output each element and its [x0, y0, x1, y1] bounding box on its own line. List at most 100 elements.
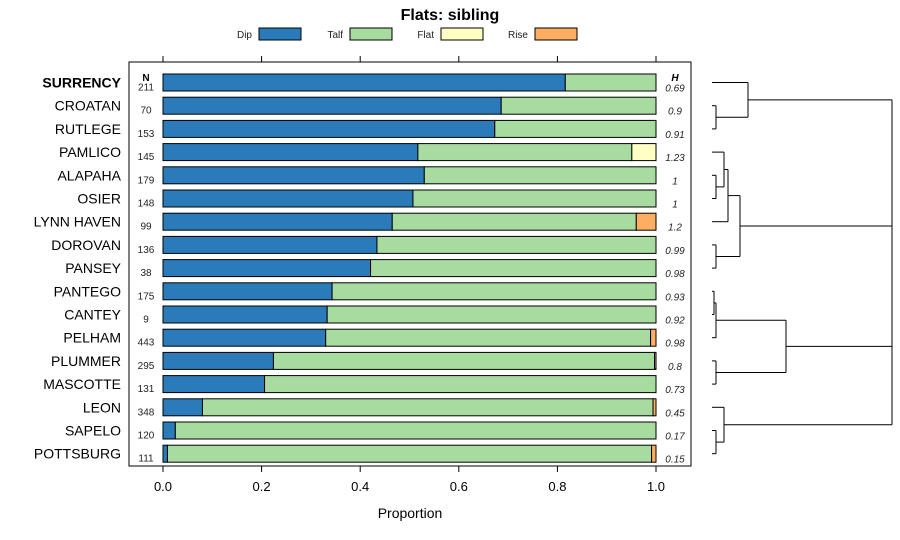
n-value: 153 [138, 129, 155, 140]
bar-segment-dip [162, 259, 372, 278]
bar-row: MASCOTTE 131 0.73 [43, 375, 685, 396]
row-label: CROATAN [55, 98, 121, 114]
bar-segment-rise [650, 328, 657, 347]
plot-panel [128, 61, 692, 467]
bar-segment-dip [162, 189, 414, 208]
h-value: 0.15 [665, 455, 685, 466]
bar-segment-dip [162, 212, 393, 231]
bar-segment-talf [326, 305, 657, 324]
bar-segment-talf [417, 143, 633, 162]
x-tick-label: 1.0 [647, 479, 665, 494]
row-label: SAPELO [65, 423, 121, 439]
row-label: LYNN HAVEN [34, 214, 121, 230]
n-column-header: N [142, 73, 149, 84]
h-value: 0.69 [665, 84, 685, 95]
legend-label: Rise [508, 30, 528, 41]
row-label: MASCOTTE [43, 376, 121, 392]
n-value: 145 [138, 152, 155, 163]
n-value: 38 [140, 268, 152, 279]
row-label: CANTEY [64, 307, 121, 323]
n-value: 179 [138, 175, 155, 186]
bar-segment-flat [631, 143, 657, 162]
bar-row: PANTEGO 175 0.93 [54, 282, 685, 303]
legend-label: Talf [327, 30, 343, 41]
n-value: 348 [138, 407, 155, 418]
bar-segment-talf [174, 421, 657, 440]
h-value: 0.98 [665, 269, 685, 280]
row-label: OSIER [77, 191, 121, 207]
bar-segment-dip [162, 421, 176, 440]
x-axis: 0.0 0.2 0.4 0.6 0.8 1.0 [154, 56, 665, 494]
n-value: 111 [138, 454, 154, 465]
bar-segment-dip [162, 282, 333, 301]
row-label: PELHAM [63, 330, 121, 346]
row-label: RUTLEGE [55, 121, 121, 137]
bar-segment-talf [264, 375, 657, 394]
bar-row: SAPELO 120 0.17 [65, 421, 685, 443]
x-tick-label: 0.8 [548, 479, 566, 494]
row-label: SURRENCY [42, 75, 121, 91]
x-tick-label: 0.0 [154, 479, 172, 494]
x-tick-label: 0.6 [450, 479, 468, 494]
bar-row: OSIER 148 1 [77, 189, 678, 211]
bar-segment-talf [412, 189, 657, 208]
n-value: 9 [143, 315, 149, 326]
h-value: 1.2 [668, 223, 682, 234]
x-axis-title: Proportion [378, 505, 443, 521]
bar-segment-rise [635, 212, 657, 231]
bar-segment-talf [494, 119, 657, 138]
bar-segment-dip [162, 119, 496, 138]
bar-segment-talf [564, 73, 657, 92]
bar-segment-dip [162, 166, 425, 185]
bar-row: POTTSBURG 111 0.15 [34, 444, 685, 466]
bar-segment-dip [162, 96, 502, 115]
bar-segment-dip [162, 351, 274, 370]
chart-title: Flats: sibling [401, 7, 500, 24]
h-value: 0.8 [668, 362, 682, 373]
bar-segment-dip [162, 398, 203, 417]
h-value: 0.99 [665, 246, 685, 257]
bar-segment-dip [162, 143, 419, 162]
legend-swatch [258, 27, 302, 41]
bar-segment-talf [272, 351, 656, 370]
bar-row: PAMLICO 145 1.23 [59, 143, 685, 164]
bar-segment-rise [651, 444, 657, 463]
bar-row: ALAPAHA 179 1 [57, 166, 678, 187]
bar-row: PELHAM 443 0.98 [63, 328, 685, 350]
h-value: 0.9 [668, 107, 682, 118]
legend-swatch [534, 27, 578, 41]
n-value: 131 [138, 384, 155, 395]
x-tick-label: 0.4 [351, 479, 369, 494]
bar-segment-talf [166, 444, 653, 463]
bar-segment-rise [652, 398, 657, 417]
bar-row: DOROVAN 136 0.99 [51, 235, 685, 257]
bar-segment-dip [162, 328, 327, 347]
bar-row: LYNN HAVEN 99 1.2 [34, 212, 682, 234]
bar-row: RUTLEGE 153 0.91 [55, 119, 685, 141]
bar-segment-dip [162, 73, 566, 92]
n-value: 175 [138, 291, 155, 302]
row-label: LEON [83, 399, 121, 415]
dendrogram [712, 82, 893, 455]
bar-rows: SURRENCY 211 0.69 CROATAN 70 0.9 RUTLEGE 153 0.9… [34, 73, 685, 466]
n-value: 136 [138, 245, 155, 256]
n-value: 120 [138, 431, 155, 442]
bar-row: CROATAN 70 0.9 [55, 96, 682, 118]
h-value: 0.73 [665, 385, 685, 396]
row-label: PLUMMER [51, 353, 121, 369]
legend: Dip Talf Flat Rise [237, 27, 578, 41]
n-value: 295 [138, 361, 155, 372]
bar-segment-talf [370, 259, 657, 278]
bar-row: CANTEY 9 0.92 [64, 305, 685, 327]
h-value: 1.23 [665, 153, 685, 164]
legend-swatch [349, 27, 393, 41]
bar-segment-rise [654, 351, 657, 370]
n-value: 99 [140, 222, 152, 233]
n-value: 211 [138, 83, 154, 94]
bar-segment-talf [201, 398, 654, 417]
row-label: PANSEY [65, 260, 121, 276]
bar-segment-talf [325, 328, 652, 347]
bar-segment-talf [500, 96, 657, 115]
bar-row: LEON 348 0.45 [83, 398, 685, 419]
